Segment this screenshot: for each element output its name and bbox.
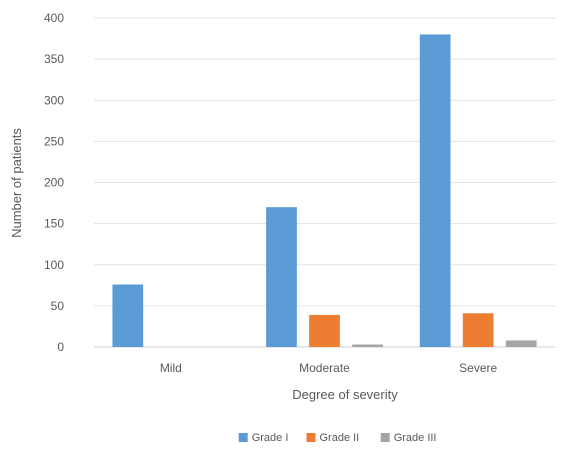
legend-label: Grade I — [252, 432, 289, 444]
x-tick-label: Moderate — [299, 361, 350, 375]
legend: Grade I Grade II Grade III — [238, 432, 437, 444]
x-axis-title: Degree of severity — [292, 387, 398, 402]
y-tick-label: 300 — [44, 93, 64, 107]
bars — [112, 34, 537, 347]
bar-grade-ii-severe — [462, 313, 494, 347]
y-tick-label: 200 — [44, 176, 64, 190]
legend-swatch-grade-iii — [380, 433, 390, 442]
y-tick-label: 0 — [57, 340, 64, 354]
bar-grade-ii-moderate — [309, 314, 340, 347]
y-tick-label: 250 — [44, 134, 64, 148]
bar-grade-iii-moderate — [352, 344, 383, 347]
x-tick-label: Severe — [459, 361, 497, 375]
bar-grade-iii-severe — [505, 340, 537, 347]
legend-swatch-grade-i — [238, 433, 248, 442]
y-axis-tick-labels: 0 50 100 150 200 250 300 350 400 — [44, 11, 64, 354]
x-tick-label: Mild — [160, 361, 182, 375]
y-tick-label: 100 — [44, 258, 64, 272]
y-tick-label: 350 — [44, 52, 64, 66]
legend-label: Grade III — [394, 432, 437, 444]
y-tick-label: 150 — [44, 217, 64, 231]
gridlines — [94, 17, 555, 348]
y-tick-label: 400 — [44, 11, 64, 25]
bar-grade-i-mild — [112, 284, 144, 347]
legend-label: Grade II — [320, 432, 360, 444]
legend-swatch-grade-ii — [306, 433, 316, 442]
y-tick-label: 50 — [51, 299, 65, 313]
bar-grade-i-moderate — [266, 207, 297, 347]
x-axis-tick-labels: Mild Moderate Severe — [160, 361, 498, 375]
y-axis-title: Number of patients — [9, 128, 24, 238]
bar-grade-i-severe — [419, 34, 451, 347]
